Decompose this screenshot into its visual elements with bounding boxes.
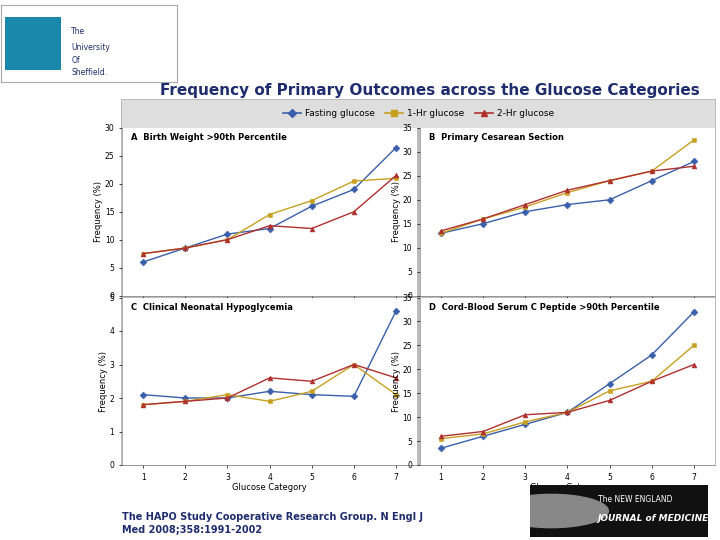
Bar: [4, 17, 60, 70]
Y-axis label: Frequency (%): Frequency (%): [392, 181, 401, 242]
X-axis label: Glucose Category: Glucose Category: [233, 314, 307, 322]
Text: JOURNAL of MEDICINE: JOURNAL of MEDICINE: [598, 514, 709, 523]
Text: B  Primary Cesarean Section: B Primary Cesarean Section: [428, 133, 564, 142]
Text: The NEW ENGLAND: The NEW ENGLAND: [598, 495, 672, 504]
Text: D  Cord-Blood Serum C Peptide >90th Percentile: D Cord-Blood Serum C Peptide >90th Perce…: [428, 302, 660, 312]
Text: A  Birth Weight >90th Percentile: A Birth Weight >90th Percentile: [131, 133, 287, 142]
Text: University: University: [71, 43, 110, 52]
Y-axis label: Frequency (%): Frequency (%): [99, 351, 108, 411]
Text: Med 2008;358:1991-2002: Med 2008;358:1991-2002: [122, 525, 262, 535]
X-axis label: Glucose Category: Glucose Category: [233, 483, 307, 492]
X-axis label: Glucose Category: Glucose Category: [530, 483, 605, 492]
Text: Of: Of: [71, 56, 80, 65]
Text: The HAPO Study Cooperative Research Group. N Engl J: The HAPO Study Cooperative Research Grou…: [122, 512, 423, 522]
Text: The: The: [71, 28, 86, 36]
Circle shape: [495, 494, 608, 528]
Y-axis label: Frequency (%): Frequency (%): [94, 181, 103, 242]
Text: Sheffield.: Sheffield.: [71, 68, 107, 77]
Y-axis label: Frequency (%): Frequency (%): [392, 351, 401, 411]
Text: C  Clinical Neonatal Hypoglycemia: C Clinical Neonatal Hypoglycemia: [131, 302, 293, 312]
Text: Frequency of Primary Outcomes across the Glucose Categories: Frequency of Primary Outcomes across the…: [160, 83, 700, 98]
Legend: Fasting glucose, 1-Hr glucose, 2-Hr glucose: Fasting glucose, 1-Hr glucose, 2-Hr gluc…: [279, 106, 557, 122]
X-axis label: Glucose Category: Glucose Category: [530, 314, 605, 322]
